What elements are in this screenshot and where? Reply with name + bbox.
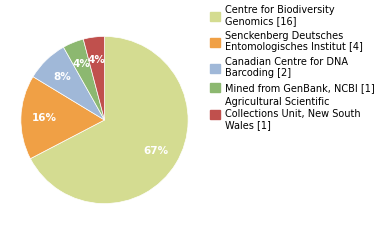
Text: 16%: 16% — [32, 113, 57, 123]
Wedge shape — [21, 77, 104, 159]
Wedge shape — [33, 47, 104, 120]
Text: 4%: 4% — [88, 55, 106, 65]
Wedge shape — [63, 39, 104, 120]
Wedge shape — [83, 36, 104, 120]
Text: 67%: 67% — [143, 146, 169, 156]
Wedge shape — [30, 36, 188, 204]
Legend: Centre for Biodiversity
Genomics [16], Senckenberg Deutsches
Entomologisches Ins: Centre for Biodiversity Genomics [16], S… — [210, 5, 374, 130]
Text: 4%: 4% — [73, 59, 91, 69]
Text: 8%: 8% — [54, 72, 71, 82]
